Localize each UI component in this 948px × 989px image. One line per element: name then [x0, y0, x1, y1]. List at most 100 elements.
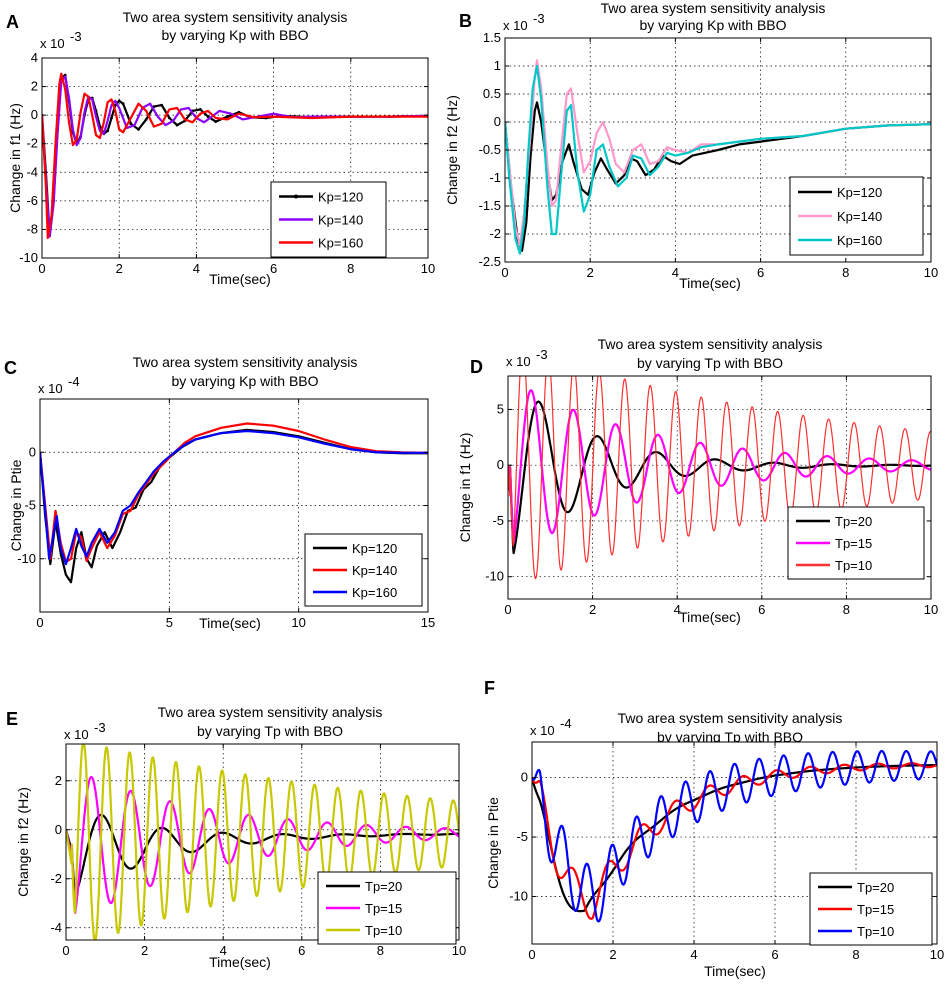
y-tick-label: -8 — [26, 221, 38, 236]
x-tick-label: 10 — [924, 602, 938, 617]
chart-title-line1: Two area system sensitivity analysis — [618, 710, 843, 726]
y-tick-label: -2 — [26, 136, 38, 151]
y-tick-label: -10 — [19, 250, 38, 265]
legend-label: Tp=10 — [857, 924, 894, 939]
series-marker — [160, 103, 164, 107]
legend: Kp=120 Kp=140 Kp=160 — [304, 533, 423, 607]
chart-title-line1: Two area system sensitivity analysis — [601, 0, 826, 16]
y-tick-label: -2 — [50, 871, 62, 886]
x-tick-label: 0 — [501, 265, 508, 280]
x-tick-label: 0 — [38, 261, 45, 276]
chart-title-line1: Two area system sensitivity analysis — [598, 336, 823, 352]
y-tick-label: 1 — [494, 58, 501, 73]
x-tick-label: 6 — [757, 265, 764, 280]
axes-frame — [41, 57, 429, 259]
x-tick-label: 0 — [504, 602, 511, 617]
legend: Kp=120 Kp=140 Kp=160 — [789, 176, 924, 256]
y-axis-label: Change in f2 (Hz) — [444, 95, 460, 205]
legend-label: Kp=160 — [318, 236, 363, 251]
x-tick-label: 6 — [771, 947, 778, 962]
x-tick-label: 5 — [166, 615, 173, 630]
legend-item: Kp=120 — [798, 185, 882, 200]
y-tick-label: 2 — [55, 773, 62, 788]
series-marker — [214, 120, 218, 123]
y-tick-label: 0 — [521, 770, 528, 785]
y-scale-base: x 10 — [38, 381, 63, 396]
y-axis-label: Change in Ptie — [485, 797, 501, 889]
series-group — [42, 72, 428, 240]
legend: Tp=20 Tp=15 Tp=10 — [809, 872, 933, 946]
panel-label: E — [6, 709, 18, 729]
panel-label: B — [459, 11, 472, 31]
chart-title-line2: by varying Tp with BBO — [197, 723, 343, 739]
y-scale-factor: x 10 -4 — [38, 374, 80, 396]
series-marker — [206, 115, 210, 118]
y-scale-factor: x 10 -3 — [506, 347, 548, 369]
legend-item: Kp=140 — [279, 213, 363, 228]
y-scale-exponent: -3 — [94, 720, 106, 735]
legend-label: Kp=140 — [837, 209, 882, 224]
y-scale-exponent: -3 — [70, 29, 82, 44]
x-tick-label: 6 — [758, 602, 765, 617]
legend-item: Kp=140 — [798, 209, 882, 224]
y-tick-label: 5 — [497, 401, 504, 416]
x-tick-label: 8 — [347, 261, 354, 276]
y-scale-base: x 10 — [40, 36, 65, 51]
x-tick-label: 2 — [609, 947, 616, 962]
x-tick-label: 4 — [690, 947, 697, 962]
chart-title-line2: by varying Tp with BBO — [657, 729, 803, 745]
x-tick-label: 2 — [141, 943, 148, 958]
series-line-kp-160 — [42, 72, 428, 240]
panel-label: F — [484, 678, 495, 698]
y-tick-label: -5 — [24, 498, 36, 513]
legend-item: Kp=120 — [279, 190, 363, 205]
legend-label: Kp=120 — [318, 190, 363, 205]
y-tick-label: -4 — [50, 920, 62, 935]
y-tick-label: 1.5 — [483, 30, 501, 45]
x-tick-label: 6 — [298, 943, 305, 958]
legend-marker — [294, 194, 298, 199]
y-tick-label: -5 — [492, 513, 504, 528]
x-axis-label: Time(sec) — [679, 275, 741, 291]
legend-item: Tp=15 — [818, 902, 894, 917]
x-tick-label: 0 — [62, 943, 69, 958]
legend-item: Tp=20 — [818, 880, 894, 895]
series-group — [505, 59, 931, 255]
series-group — [40, 422, 428, 584]
y-tick-label: 0 — [29, 444, 36, 459]
legend-item: Tp=15 — [796, 536, 872, 551]
y-tick-label: 2 — [31, 79, 38, 94]
series-line-tp-10 — [66, 744, 459, 940]
y-axis-label: Change in f1 (Hz) — [457, 433, 473, 543]
x-tick-label: 0 — [36, 615, 43, 630]
legend-label: Tp=10 — [835, 558, 872, 573]
chart-title-line2: by varying Kp with BBO — [639, 17, 786, 33]
x-tick-label: 4 — [193, 261, 200, 276]
series-line-tp-15 — [532, 762, 937, 920]
chart-title-line2: by varying Kp with BBO — [171, 373, 318, 389]
legend: Kp=120 Kp=140 Kp=160 — [270, 181, 387, 258]
y-tick-label: -5 — [516, 829, 528, 844]
y-scale-factor: x 10 -3 — [40, 29, 82, 51]
chart-title-line1: Two area system sensitivity analysis — [123, 9, 348, 25]
panel-d: D Two area system sensitivity analysis by … — [457, 336, 938, 625]
legend-label: Tp=20 — [857, 880, 894, 895]
series-marker — [110, 116, 113, 120]
legend-item: Tp=10 — [796, 558, 872, 573]
legend-label: Tp=15 — [857, 902, 894, 917]
series-marker — [117, 99, 121, 103]
x-tick-label: 4 — [674, 602, 681, 617]
legend-label: Tp=20 — [365, 879, 402, 894]
y-tick-label: 0 — [55, 822, 62, 837]
legend-item: Kp=160 — [279, 236, 363, 251]
y-tick-label: 0.5 — [483, 86, 501, 101]
series-marker — [129, 122, 133, 126]
y-tick-label: -2 — [489, 226, 501, 241]
legend-label: Kp=140 — [318, 213, 363, 228]
x-tick-label: 10 — [930, 947, 944, 962]
legend: Tp=20 Tp=15 Tp=10 — [317, 871, 457, 945]
x-tick-label: 10 — [924, 265, 938, 280]
x-tick-label: 10 — [452, 943, 466, 958]
legend: Tp=20 Tp=15 Tp=10 — [787, 506, 925, 580]
series-line-kp-160 — [505, 64, 931, 255]
